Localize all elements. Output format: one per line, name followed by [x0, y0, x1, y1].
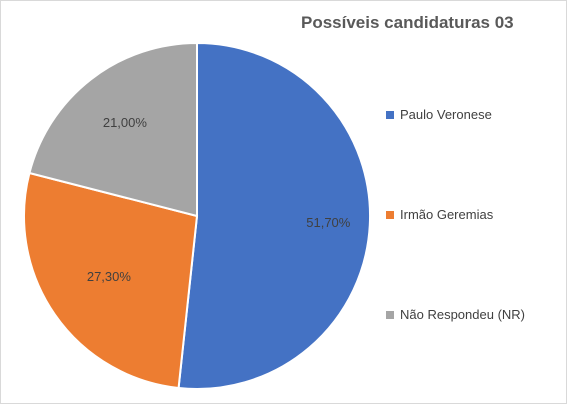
slice-irmao-geremias	[23, 171, 199, 390]
legend-label: Irmão Geremias	[400, 207, 494, 222]
data-label-paulo-veronese: 51,70%	[306, 215, 351, 230]
legend-swatch	[386, 110, 394, 119]
legend-swatch	[386, 210, 394, 219]
legend-entry-irmao-geremias: Irmão Geremias	[386, 207, 493, 222]
data-label-nao-respondeu: 21,00%	[103, 115, 148, 130]
legend-label: Paulo Veronese	[400, 107, 492, 122]
legend-swatch	[386, 310, 394, 319]
slice-paulo-veronese	[177, 41, 372, 390]
data-label-irmao-geremias: 27,30%	[87, 269, 132, 284]
legend-entry-nao-respondeu: Não Respondeu (NR)	[386, 307, 525, 322]
legend-entry-paulo-veronese: Paulo Veronese	[386, 107, 492, 122]
legend-label: Não Respondeu (NR)	[400, 307, 526, 322]
slice-nao-respondeu	[28, 41, 198, 218]
chart-title: Possíveis candidaturas 03	[301, 13, 514, 32]
